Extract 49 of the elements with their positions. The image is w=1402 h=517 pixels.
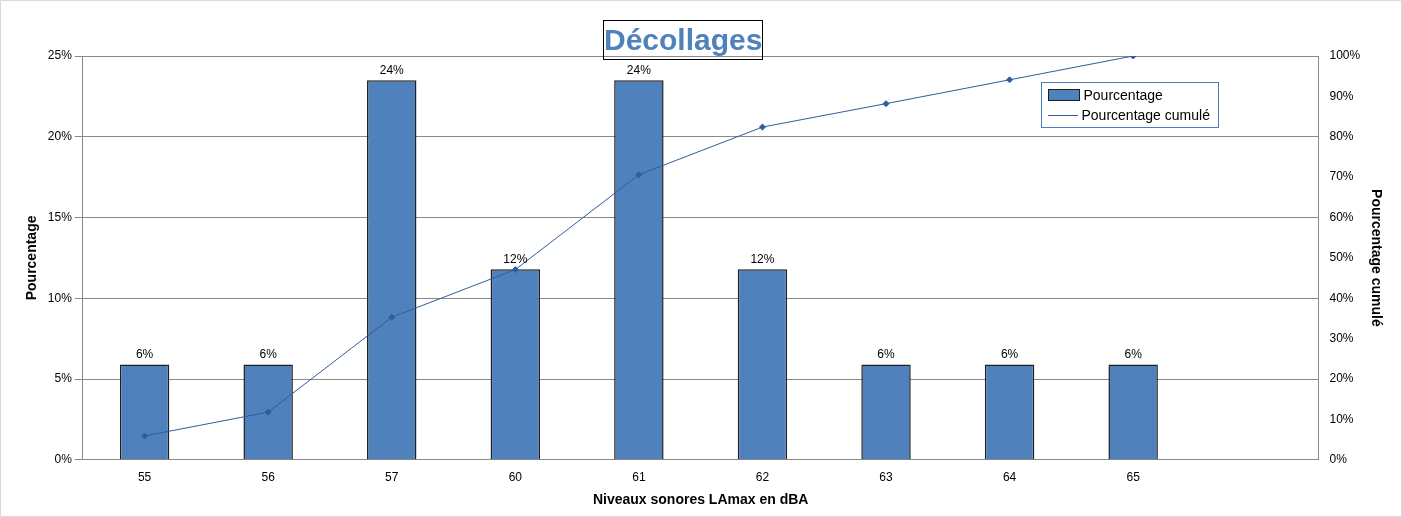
y2-tick-label: 50% [1329,250,1354,265]
x-tick-label: 63 [879,470,894,485]
x-tick-label: 61 [632,470,646,485]
y2-tick-label: 10% [1329,411,1354,426]
y2-tick-label: 70% [1329,169,1354,184]
point [511,266,519,274]
x-tick-label: 57 [385,470,399,485]
x-tick-label: 65 [1126,470,1141,485]
y2-tick-label: 30% [1329,330,1354,345]
y2-tick-label: 80% [1329,129,1354,144]
x-tick-label: 60 [508,470,523,485]
y-tick-label: 10% [47,290,73,305]
y2-tick-label: 40% [1329,290,1354,305]
data-label: 6% [259,346,278,361]
data-label: 12% [750,251,775,266]
data-label: 24% [379,62,405,77]
data-label: 6% [1124,346,1143,361]
data-label: 24% [626,62,652,77]
point [388,313,396,321]
point [141,432,149,440]
x-tick-label: 56 [261,470,276,485]
y-tick-label: 5% [54,371,73,386]
data-label: 6% [1000,346,1019,361]
point [1006,76,1014,84]
y2-tick-label: 100% [1329,48,1361,63]
y-axis-title: Pourcentage [23,215,40,301]
legend-label: Pourcentage [1083,87,1163,103]
legend-label: Pourcentage cumulé [1081,107,1210,123]
y-tick-label: 20% [47,129,73,144]
y-tick-label: 0% [54,452,73,467]
y2-tick-label: 20% [1329,371,1354,386]
chart-title: Décollages [603,20,763,60]
data-label: 6% [877,346,896,361]
point [758,123,766,131]
y2-tick-label: 90% [1329,88,1354,103]
point [635,171,643,179]
y2-tick-label: 60% [1329,209,1354,224]
data-label: 12% [503,251,528,266]
y2-axis-title: Pourcentage cumulé [1368,189,1385,327]
x-tick-label: 62 [755,470,770,485]
y2-tick-label: 0% [1329,452,1348,467]
point [264,408,272,416]
x-axis-title: Niveaux sonores LAmax en dBA [592,491,809,508]
y-tick-label: 25% [47,48,73,63]
y-tick-label: 15% [47,209,73,224]
data-label: 6% [135,346,154,361]
x-tick-label: 64 [1002,470,1017,485]
point [882,100,890,108]
x-tick-label: 55 [137,470,152,485]
